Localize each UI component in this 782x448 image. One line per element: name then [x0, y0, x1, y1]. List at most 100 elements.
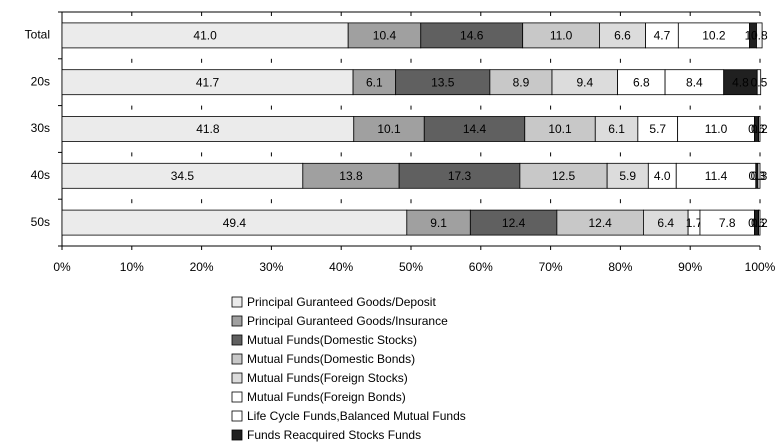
- bar-segment: [522, 22, 600, 49]
- data-label: 41.8: [196, 122, 220, 136]
- data-label: 0.2: [751, 216, 768, 230]
- x-tick-label: 20%: [190, 260, 214, 274]
- x-tick-label: 90%: [678, 260, 702, 274]
- data-label: 41.7: [196, 75, 220, 89]
- data-label: 12.4: [502, 216, 526, 230]
- bar-segment: [637, 116, 679, 142]
- data-label: 17.3: [448, 169, 472, 183]
- data-label: 0.2: [751, 122, 768, 136]
- data-label: 0.8: [751, 29, 768, 43]
- bar-segment: [556, 209, 644, 236]
- legend-label: Funds Reacquired Stocks Funds: [247, 428, 421, 442]
- x-tick-label: 80%: [608, 260, 632, 274]
- bar-segment: [551, 69, 619, 96]
- data-label: 9.4: [576, 75, 593, 89]
- data-label: 6.4: [657, 216, 674, 230]
- data-label: 6.1: [366, 75, 383, 89]
- bar-segment: [519, 162, 608, 189]
- bar-segment: [606, 162, 649, 189]
- data-label: 5.7: [649, 122, 666, 136]
- legend-label: Mutual Funds(Foreign Bonds): [247, 390, 406, 404]
- legend-label: Mutual Funds(Domestic Bonds): [247, 352, 415, 366]
- bar-segment: [420, 22, 524, 49]
- legend-swatch: [231, 315, 243, 327]
- data-label: 1.7: [686, 216, 703, 230]
- legend-swatch: [231, 429, 243, 441]
- x-tick-label: 0%: [53, 260, 71, 274]
- bar-segment: [61, 162, 304, 189]
- data-label: 11.0: [705, 122, 728, 136]
- x-tick-label: 60%: [469, 260, 493, 274]
- data-label: 6.8: [633, 75, 650, 89]
- data-label: 49.4: [223, 216, 247, 230]
- bar-segment: [61, 22, 349, 49]
- bar-segment: [677, 116, 755, 142]
- data-label: 10.2: [702, 29, 726, 43]
- data-label: 14.6: [460, 29, 484, 43]
- data-label: 41.0: [193, 29, 217, 43]
- data-label: 14.4: [463, 122, 487, 136]
- bar-segment: [675, 162, 757, 189]
- x-tick-label: 10%: [120, 260, 144, 274]
- x-tick-label: 40%: [329, 260, 353, 274]
- bar-segment: [643, 209, 689, 236]
- legend-label: Mutual Funds(Domestic Stocks): [247, 333, 417, 347]
- legend-label: Principal Guranteed Goods/Insurance: [247, 314, 448, 328]
- data-label: 9.1: [430, 216, 447, 230]
- data-label: 4.8: [732, 75, 749, 89]
- data-label: 11.4: [705, 169, 728, 183]
- legend-swatch: [231, 353, 243, 365]
- data-label: 8.9: [513, 75, 530, 89]
- data-label: 12.4: [588, 216, 612, 230]
- x-tick-label: 30%: [259, 260, 283, 274]
- legend-swatch: [231, 334, 243, 346]
- bar-segment: [664, 69, 725, 96]
- x-tick-label: 50%: [399, 260, 423, 274]
- y-tick-label: 50s: [31, 215, 50, 229]
- data-label: 6.6: [614, 29, 631, 43]
- data-label: 13.5: [431, 75, 455, 89]
- bar-segment: [398, 162, 521, 189]
- bar-segment: [756, 22, 763, 49]
- bar-segment: [61, 116, 355, 142]
- legend-swatch: [231, 372, 243, 384]
- y-tick-label: 40s: [31, 168, 50, 182]
- bar-segment: [352, 69, 397, 96]
- data-label: 10.4: [373, 29, 397, 43]
- data-label: 0.6: [748, 122, 765, 136]
- data-label: 8.4: [686, 75, 703, 89]
- bar-segment: [757, 162, 761, 189]
- data-label: 0.3: [749, 169, 766, 183]
- y-tick-label: 30s: [31, 121, 50, 135]
- bar-segment: [61, 209, 408, 236]
- data-label: 13.8: [339, 169, 363, 183]
- bar-segment: [723, 69, 758, 96]
- data-label: 5.9: [619, 169, 636, 183]
- legend-label: Life Cycle Funds,Balanced Mutual Funds: [247, 409, 466, 423]
- bar-segment: [647, 162, 677, 189]
- legend-label: Principal Guranteed Goods/Deposit: [247, 295, 436, 309]
- data-label: 4.7: [654, 29, 671, 43]
- bar-segment: [61, 69, 354, 96]
- data-label: 4.0: [654, 169, 671, 183]
- data-label: 12.5: [552, 169, 576, 183]
- bar-segment: [645, 22, 679, 49]
- data-label: 0.3: [751, 169, 768, 183]
- x-tick-label: 100%: [745, 260, 776, 274]
- bar-segment: [599, 22, 646, 49]
- legend-swatch: [231, 391, 243, 403]
- data-label: 10.1: [377, 122, 401, 136]
- data-label: 0.5: [751, 75, 768, 89]
- bar-segment: [347, 22, 422, 49]
- bar-segment: [469, 209, 558, 236]
- data-label: 10.1: [548, 122, 572, 136]
- bar-segment: [406, 209, 471, 236]
- legend-swatch: [231, 410, 243, 422]
- y-tick-label: Total: [25, 28, 50, 42]
- bar-segment: [756, 69, 762, 96]
- bar-segment: [617, 69, 666, 96]
- data-label: 34.5: [171, 169, 195, 183]
- bar-segment: [758, 116, 761, 142]
- data-label: 0.6: [748, 216, 765, 230]
